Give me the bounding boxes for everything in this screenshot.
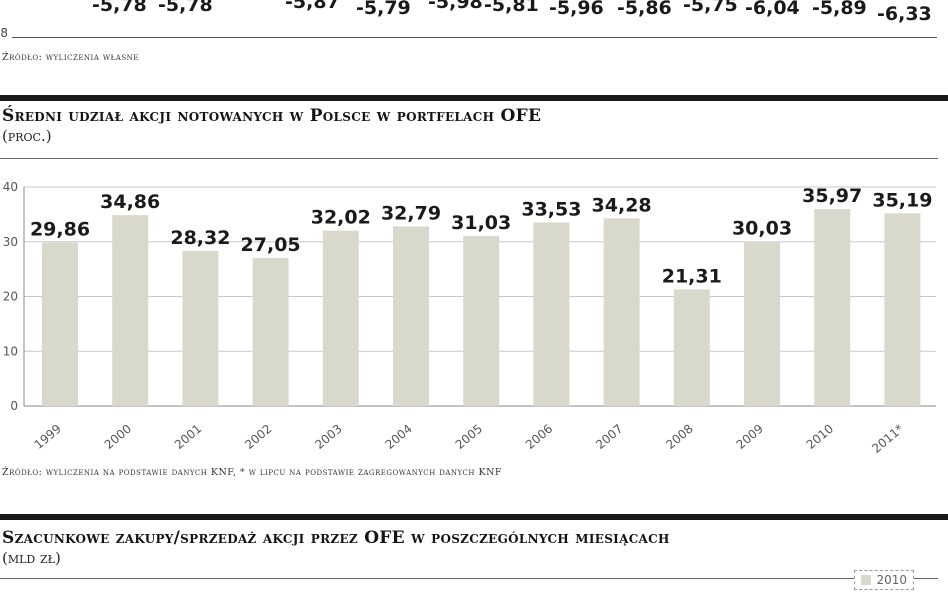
- y-tick-label: 0: [10, 399, 18, 413]
- section-divider: [0, 95, 948, 101]
- top-axis-tick: -8: [0, 26, 8, 40]
- bar-value-label: 28,32: [170, 227, 230, 249]
- top-source: Źródło: wyliczenia własne: [2, 52, 139, 63]
- chart-header-rule: [0, 158, 938, 159]
- bar-2010: [814, 209, 851, 406]
- bar-2005: [463, 236, 500, 406]
- chart-value-labels: 29,86 34,86 28,32 27,05 32,02 32,79 31,03 33,53…: [30, 185, 933, 287]
- x-category-label: 2008: [663, 422, 695, 452]
- top-value-label: -5,78: [158, 0, 213, 16]
- bar-2001: [182, 250, 219, 406]
- legend-swatch-2010: [861, 575, 872, 585]
- top-baseline: [12, 37, 937, 38]
- bar-value-label: 27,05: [241, 234, 301, 256]
- bar-2009: [744, 241, 780, 406]
- bar-1999: [42, 242, 78, 406]
- chart-y-ticks: 0 10 20 30 40: [3, 180, 18, 413]
- bar-chart: 29,86 34,86 28,32 27,05 32,02 32,79 31,03 33,53…: [3, 180, 936, 456]
- top-value-label: -5,96: [549, 0, 604, 19]
- bar-2011*: [884, 213, 921, 406]
- bar-value-label: 29,86: [30, 219, 90, 241]
- chart-x-labels: 1999 2000 2001 2002 2003 2004 2005 2006 2007 2008…: [32, 422, 907, 456]
- bottom-legend: 2010: [854, 570, 914, 590]
- top-value-label: -5,86: [617, 0, 672, 19]
- top-value-label: -5,75: [683, 0, 738, 16]
- bar-value-label: 32,79: [381, 202, 441, 224]
- y-tick-label: 10: [3, 344, 18, 358]
- x-category-label: 2001: [172, 422, 204, 452]
- top-value-label: -5,78: [92, 0, 147, 16]
- x-category-label: 2010: [804, 422, 836, 452]
- chart-unit: (proc.): [2, 127, 52, 145]
- bar-value-label: 21,31: [662, 265, 722, 287]
- y-tick-label: 20: [3, 290, 18, 304]
- top-value-label: -5,81: [484, 0, 539, 16]
- legend-label-2010: 2010: [876, 573, 907, 587]
- y-tick-label: 40: [3, 180, 18, 194]
- bar-value-label: 31,03: [451, 212, 511, 234]
- bottom-header-rule: [0, 578, 938, 579]
- bar-value-label: 35,97: [802, 185, 862, 207]
- top-value-label: -6,33: [877, 3, 932, 25]
- x-category-label: 2009: [734, 422, 766, 452]
- bottom-title: Szacunkowe zakupy/sprzedaż akcji przez O…: [2, 528, 670, 548]
- x-category-label: 2007: [593, 422, 625, 452]
- chart-source: Źródło: wyliczenia na podstawie danych K…: [2, 467, 503, 478]
- x-category-label: 1999: [32, 422, 64, 452]
- y-tick-label: 30: [3, 235, 18, 249]
- x-category-label: 2006: [523, 422, 555, 452]
- bar-2000: [112, 215, 149, 406]
- x-category-label: 2005: [453, 422, 485, 452]
- bar-2007: [603, 218, 640, 406]
- bar-value-label: 30,03: [732, 218, 792, 240]
- bar-value-label: 32,02: [311, 207, 371, 229]
- top-value-label: -5,87: [285, 0, 340, 13]
- chart-title: Średni udział akcji notowanych w Polsce …: [2, 106, 542, 126]
- x-category-label: 2011*: [869, 422, 906, 456]
- bar-value-label: 33,53: [521, 198, 581, 220]
- x-category-label: 2002: [242, 422, 274, 452]
- top-value-label: -5,89: [812, 0, 867, 19]
- x-category-label: 2003: [312, 422, 344, 452]
- section-divider-bottom: [0, 514, 948, 520]
- top-value-label: -6,04: [745, 0, 800, 19]
- bar-value-label: 35,19: [872, 189, 932, 211]
- bar-value-label: 34,86: [100, 191, 160, 213]
- bar-2008: [673, 289, 710, 406]
- bar-value-label: 34,28: [592, 194, 652, 216]
- bar-2003: [322, 230, 359, 406]
- top-value-label: -5,98: [428, 0, 483, 13]
- bar-2004: [393, 226, 429, 406]
- top-value-label: -5,79: [356, 0, 411, 19]
- x-category-label: 2004: [383, 422, 415, 452]
- x-category-label: 2000: [102, 422, 134, 452]
- bottom-unit: (mld zł): [2, 549, 61, 567]
- chart-bars: [42, 209, 921, 406]
- bar-2002: [252, 257, 289, 406]
- bar-2006: [533, 222, 570, 406]
